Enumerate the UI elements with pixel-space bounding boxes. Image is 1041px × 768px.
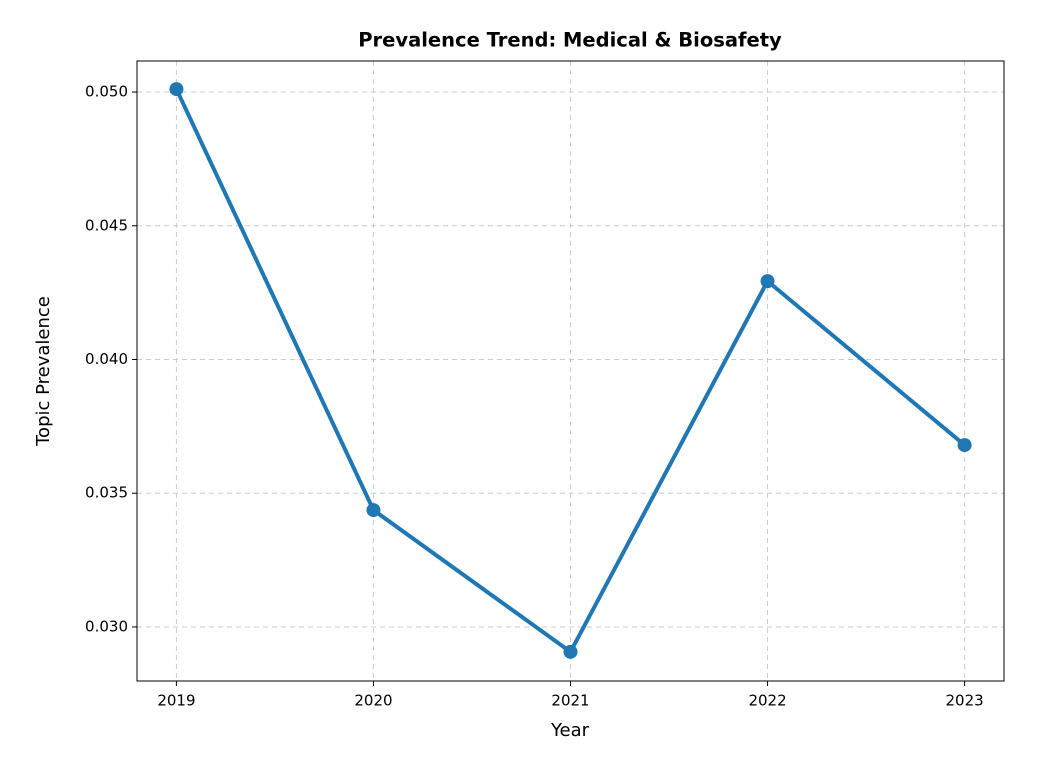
plot-frame bbox=[136, 60, 1005, 682]
y-axis-label: Topic Prevalence bbox=[33, 296, 54, 447]
data-point bbox=[563, 644, 578, 659]
data-point bbox=[760, 274, 775, 289]
y-tick-label: 0.035 bbox=[85, 484, 128, 502]
x-tick-label: 2023 bbox=[945, 692, 983, 710]
x-tick-label: 2022 bbox=[748, 692, 786, 710]
y-tick-label: 0.040 bbox=[85, 350, 128, 368]
x-tick-label: 2019 bbox=[157, 692, 195, 710]
data-point bbox=[366, 503, 381, 518]
chart-title: Prevalence Trend: Medical & Biosafety bbox=[358, 29, 782, 52]
y-tick-label: 0.045 bbox=[85, 216, 128, 234]
y-tick-label: 0.050 bbox=[85, 83, 128, 101]
x-tick-label: 2020 bbox=[354, 692, 392, 710]
x-axis-label: Year bbox=[550, 720, 590, 741]
data-point bbox=[169, 82, 184, 97]
x-tick-label: 2021 bbox=[551, 692, 589, 710]
y-tick-label: 0.030 bbox=[85, 617, 128, 635]
data-point bbox=[957, 438, 972, 453]
